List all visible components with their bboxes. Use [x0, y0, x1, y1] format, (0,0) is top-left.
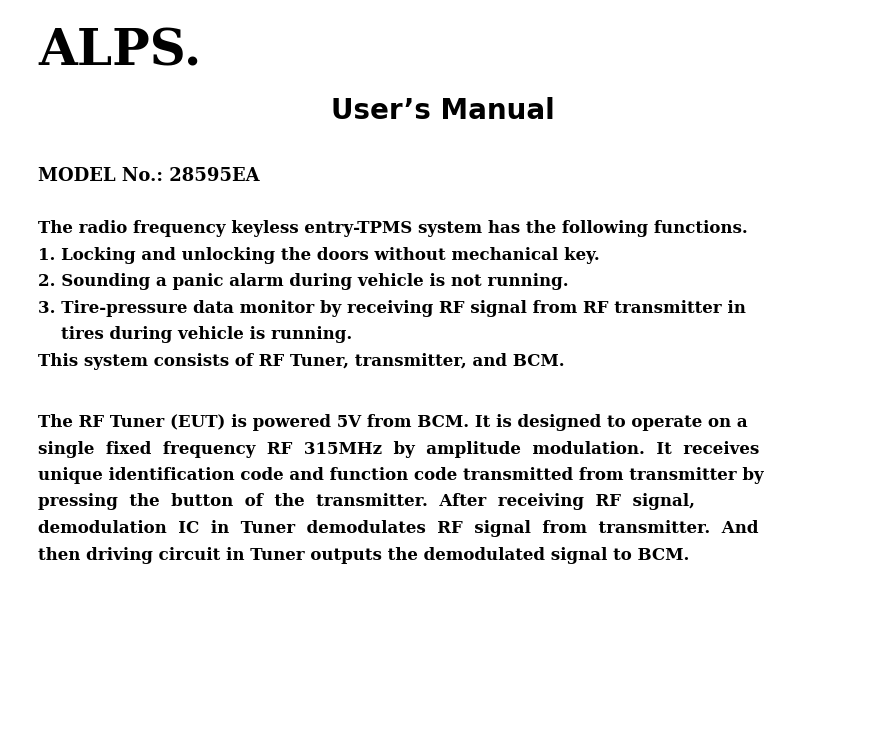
- Text: The RF Tuner (EUT) is powered 5V from BCM. It is designed to operate on a: The RF Tuner (EUT) is powered 5V from BC…: [38, 414, 748, 431]
- Text: User’s Manual: User’s Manual: [331, 97, 555, 125]
- Text: 2. Sounding a panic alarm during vehicle is not running.: 2. Sounding a panic alarm during vehicle…: [38, 273, 569, 290]
- Text: demodulation  IC  in  Tuner  demodulates  RF  signal  from  transmitter.  And: demodulation IC in Tuner demodulates RF …: [38, 520, 758, 537]
- Text: single  fixed  frequency  RF  315MHz  by  amplitude  modulation.  It  receives: single fixed frequency RF 315MHz by ampl…: [38, 441, 759, 458]
- Text: MODEL No.: 28595EA: MODEL No.: 28595EA: [38, 167, 260, 185]
- Text: unique identification code and function code transmitted from transmitter by: unique identification code and function …: [38, 467, 764, 484]
- Text: ALPS.: ALPS.: [38, 27, 201, 76]
- Text: 1. Locking and unlocking the doors without mechanical key.: 1. Locking and unlocking the doors witho…: [38, 247, 600, 264]
- Text: tires during vehicle is running.: tires during vehicle is running.: [38, 326, 353, 343]
- Text: 3. Tire-pressure data monitor by receiving RF signal from RF transmitter in: 3. Tire-pressure data monitor by receivi…: [38, 299, 746, 316]
- Text: The radio frequency keyless entry-TPMS system has the following functions.: The radio frequency keyless entry-TPMS s…: [38, 220, 748, 237]
- Text: then driving circuit in Tuner outputs the demodulated signal to BCM.: then driving circuit in Tuner outputs th…: [38, 547, 689, 564]
- Text: This system consists of RF Tuner, transmitter, and BCM.: This system consists of RF Tuner, transm…: [38, 353, 564, 370]
- Text: pressing  the  button  of  the  transmitter.  After  receiving  RF  signal,: pressing the button of the transmitter. …: [38, 493, 695, 510]
